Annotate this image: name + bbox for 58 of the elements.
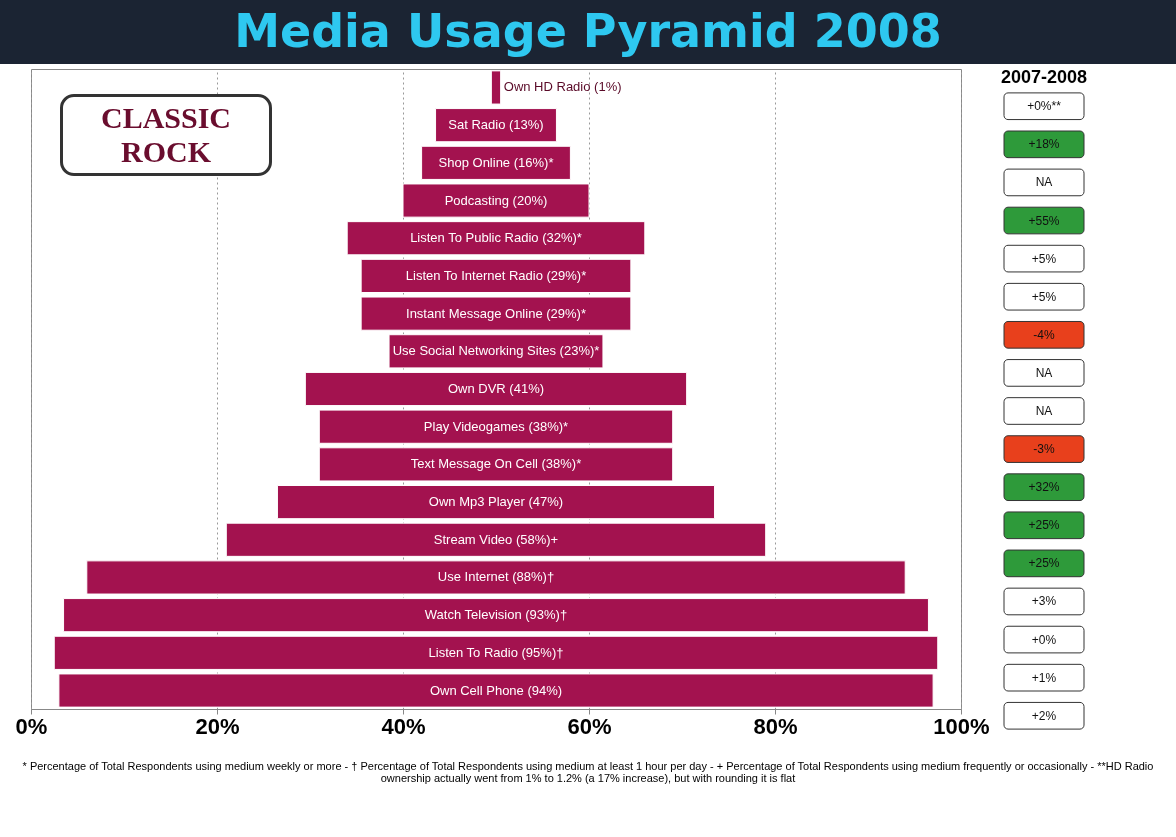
bar — [304, 371, 688, 407]
y-tick-label: Podcasting (20%) — [444, 192, 548, 208]
category-label: +32% — [1028, 480, 1060, 495]
y-tick-label: Stream Video (58%)+ — [433, 531, 559, 547]
bar — [276, 484, 716, 520]
y-tick-label: Own DVR (41%) — [447, 381, 545, 396]
x-tick-label: 40% — [381, 713, 426, 739]
category-label: +5% — [1031, 289, 1057, 304]
category-label: +0%** — [1027, 99, 1062, 114]
y-tick-label: Own Cell Phone (94%) — [429, 682, 563, 698]
y-tick-label: Sat Radio (13%) — [448, 117, 544, 133]
category-label: +5% — [1031, 251, 1057, 266]
category-label: -4% — [1033, 327, 1055, 342]
y-tick-label: Instant Message Online (29%)* — [406, 305, 586, 321]
bar — [360, 296, 632, 331]
y-tick-label: Use Internet (88%)† — [437, 569, 555, 585]
bar — [490, 70, 502, 105]
y-tick-label: Listen To Internet Radio (29%)* — [405, 267, 587, 283]
y-tick-label: Own HD Radio (1%) — [503, 79, 622, 95]
x-tick-label: 0% — [15, 713, 48, 739]
y-tick-label: Listen To Radio (95%)† — [428, 644, 564, 660]
text: * Percentage of Total Respondents using medium weekly or more - † Percentage of Total Respondents using medium at least 1 hour per day - + Percentage of Total Respondents using medium frequently or occasionally - **HD Radio ownership actually went from 1% to 1.2% (a 17% increase), but with rounding it is flat — [21, 759, 1155, 786]
y-tick-label: Play Videogames (38%)* — [423, 418, 569, 434]
y-tick-label: Use Social Networking Sites (23%)* — [392, 343, 600, 359]
category-label: +1% — [1031, 670, 1057, 685]
y-tick-label: Listen To Public Radio (32%)* — [410, 230, 582, 246]
category-label: +2% — [1031, 708, 1057, 723]
bar — [58, 673, 934, 708]
category-label: NA — [1035, 365, 1053, 380]
x-tick-label: 100% — [933, 713, 990, 739]
category-label: +25% — [1028, 556, 1060, 571]
annotation: CLASSIC ROCK — [60, 94, 272, 176]
x-tick-label: 80% — [753, 713, 798, 739]
category-label: -3% — [1033, 442, 1055, 457]
category-label: +3% — [1031, 594, 1057, 609]
bar — [63, 598, 929, 633]
y-tick-label: Watch Television (93%)† — [424, 607, 568, 623]
bar — [402, 183, 590, 218]
category-label: +18% — [1028, 137, 1060, 152]
bar — [86, 560, 906, 595]
x-tick-label: 60% — [567, 713, 612, 739]
text: 2007-2008 — [1000, 67, 1088, 87]
category-label: +0% — [1031, 632, 1057, 647]
y-tick-label: Own Mp3 Player (47%) — [428, 494, 564, 510]
bar — [346, 221, 646, 256]
y-tick-label: Text Message On Cell (38%)* — [410, 456, 582, 472]
category-label: +25% — [1028, 518, 1060, 533]
bar — [318, 409, 674, 444]
bar — [318, 447, 674, 482]
category-label: +55% — [1028, 213, 1060, 228]
bar — [53, 635, 939, 670]
category-label: NA — [1035, 175, 1053, 190]
x-tick-label: 20% — [195, 713, 240, 739]
bar — [225, 522, 767, 557]
y-tick-label: Shop Online (16%)* — [438, 154, 554, 170]
chart-title: Media Usage Pyramid 2008 — [0, 0, 1176, 64]
category-label: NA — [1035, 404, 1053, 418]
bar — [360, 258, 632, 294]
